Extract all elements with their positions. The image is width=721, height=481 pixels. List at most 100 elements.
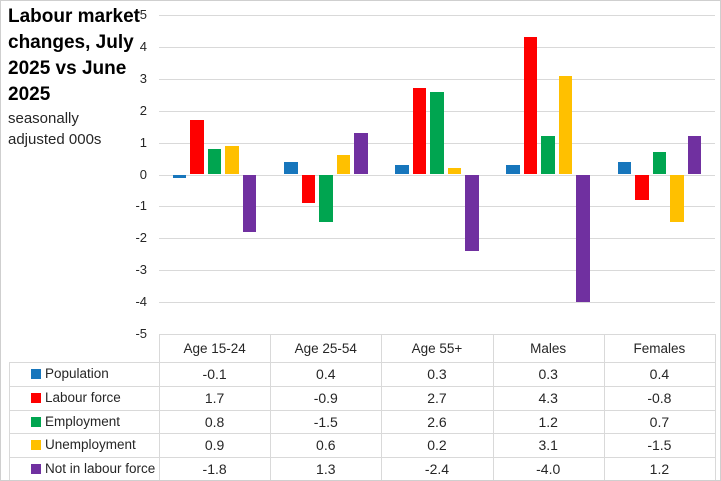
table-value-employment-females: 0.7 [649, 413, 670, 430]
bar-labour-force-age-55- [412, 88, 427, 175]
column-separator [603, 334, 605, 480]
bar-unemployment-females [670, 174, 684, 223]
bar-unemployment-age-25-54 [336, 155, 351, 175]
bar-not-in-labour-force-age-25-54 [354, 133, 368, 175]
gridline [159, 15, 715, 16]
bar-labour-force-age-15-24 [190, 120, 204, 175]
table-value-population-age-55-: 0.3 [427, 365, 447, 382]
gridline [159, 174, 715, 176]
x-axis-category-label-females: Females [633, 341, 686, 356]
legend-swatch-employment [31, 416, 41, 427]
bar-unemployment-age-15-24 [225, 145, 239, 175]
bar-employment-age-25-54 [319, 174, 333, 223]
table-value-labour-force-age-25-54: -0.9 [313, 389, 338, 406]
table-value-not-in-labour-force-age-15-24: -1.8 [202, 461, 227, 478]
table-row-border [9, 457, 715, 459]
y-axis-tick-label: -2 [135, 230, 147, 246]
table-value-unemployment-females: -1.5 [647, 437, 672, 454]
table-value-not-in-labour-force-age-55-: -2.4 [424, 461, 450, 478]
bar-not-in-labour-force-males [576, 174, 590, 303]
column-separator [159, 334, 160, 480]
legend-swatch-population [31, 368, 41, 379]
gridline [159, 334, 715, 335]
column-separator [270, 334, 272, 480]
y-axis-tick-label: 1 [139, 134, 147, 150]
gridline [159, 302, 715, 304]
bar-employment-age-15-24 [207, 148, 222, 175]
bar-unemployment-age-55- [447, 168, 462, 175]
chart-subtitle: seasonally adjusted 000s [8, 110, 102, 148]
gridline [159, 206, 715, 208]
y-axis-tick-label: 0 [139, 166, 147, 182]
y-axis-tick-label: 3 [139, 70, 147, 86]
y-axis-tick-label: 2 [139, 102, 147, 118]
series-label-employment: Employment [45, 413, 121, 429]
table-value-unemployment-age-55-: 0.2 [427, 437, 447, 454]
gridline [159, 238, 715, 240]
column-separator [381, 334, 383, 480]
table-row-border [9, 433, 715, 435]
gridline [159, 270, 715, 272]
y-axis-tick-label: -4 [135, 294, 147, 310]
table-value-population-age-25-54: 0.4 [316, 365, 336, 382]
x-axis-category-label-age-25-54: Age 25-54 [294, 341, 357, 356]
column-separator [492, 334, 494, 480]
table-row-border [9, 385, 715, 387]
legend-swatch-not-in-labour-force [31, 464, 41, 475]
table-value-labour-force-males: 4.3 [538, 389, 558, 406]
table-value-not-in-labour-force-males: -4.0 [536, 461, 561, 478]
table-value-unemployment-males: 3.1 [538, 437, 558, 454]
x-axis-category-label-males: Males [530, 341, 567, 356]
x-axis-category-label-age-15-24: Age 15-24 [183, 341, 246, 356]
table-value-employment-age-15-24: 0.8 [204, 413, 225, 430]
bar-labour-force-females [635, 174, 649, 201]
gridline [159, 46, 715, 48]
table-value-labour-force-age-55-: 2.7 [427, 389, 447, 406]
bar-not-in-labour-force-age-15-24 [242, 174, 257, 232]
bar-population-age-15-24 [172, 174, 187, 178]
y-axis-tick-label: 5 [139, 7, 147, 22]
bar-labour-force-males [523, 37, 538, 175]
bar-not-in-labour-force-age-55- [465, 174, 479, 252]
table-value-population-age-15-24: -0.1 [202, 365, 227, 382]
table-value-population-females: 0.4 [649, 365, 670, 382]
chart-title: Labour market changes, July 2025 vs June… [8, 6, 140, 105]
bar-employment-females [652, 152, 667, 175]
table-value-labour-force-females: -0.8 [647, 389, 672, 406]
table-value-not-in-labour-force-females: 1.2 [649, 461, 670, 478]
bar-population-females [617, 161, 632, 175]
y-axis-tick-label: 4 [139, 38, 147, 54]
table-left-border [9, 362, 10, 480]
y-axis-tick-label: -5 [135, 326, 147, 341]
table-value-unemployment-age-25-54: 0.6 [316, 437, 336, 454]
series-label-not-in-labour-force: Not in labour force [45, 461, 156, 477]
table-value-not-in-labour-force-age-25-54: 1.3 [316, 461, 336, 478]
bar-not-in-labour-force-females [687, 136, 702, 175]
table-value-employment-age-25-54: -1.5 [313, 413, 338, 430]
table-value-population-males: 0.3 [538, 365, 558, 382]
series-label-unemployment: Unemployment [45, 437, 136, 453]
bar-employment-age-55- [430, 91, 444, 175]
table-row-border [9, 362, 715, 363]
bar-employment-males [541, 136, 555, 175]
series-label-population: Population [45, 365, 109, 381]
bar-population-age-55- [395, 164, 409, 175]
bar-labour-force-age-25-54 [301, 174, 316, 204]
y-axis-tick-label: -1 [135, 198, 147, 214]
table-value-unemployment-age-15-24: 0.9 [204, 437, 225, 454]
bar-population-males [506, 164, 520, 175]
table-row-border [9, 409, 715, 411]
x-axis-category-label-age-55-: Age 55+ [411, 341, 463, 356]
legend-swatch-unemployment [31, 440, 41, 451]
gridline [159, 78, 715, 80]
series-label-labour-force: Labour force [45, 389, 121, 405]
legend-swatch-labour-force [31, 392, 41, 403]
y-axis-tick-label: -3 [135, 262, 147, 278]
bar-population-age-25-54 [284, 161, 298, 175]
table-value-employment-age-55-: 2.6 [427, 413, 447, 430]
bar-unemployment-males [558, 75, 573, 175]
table-value-employment-males: 1.2 [538, 413, 558, 430]
column-separator [715, 334, 716, 480]
table-value-labour-force-age-15-24: 1.7 [204, 389, 225, 406]
